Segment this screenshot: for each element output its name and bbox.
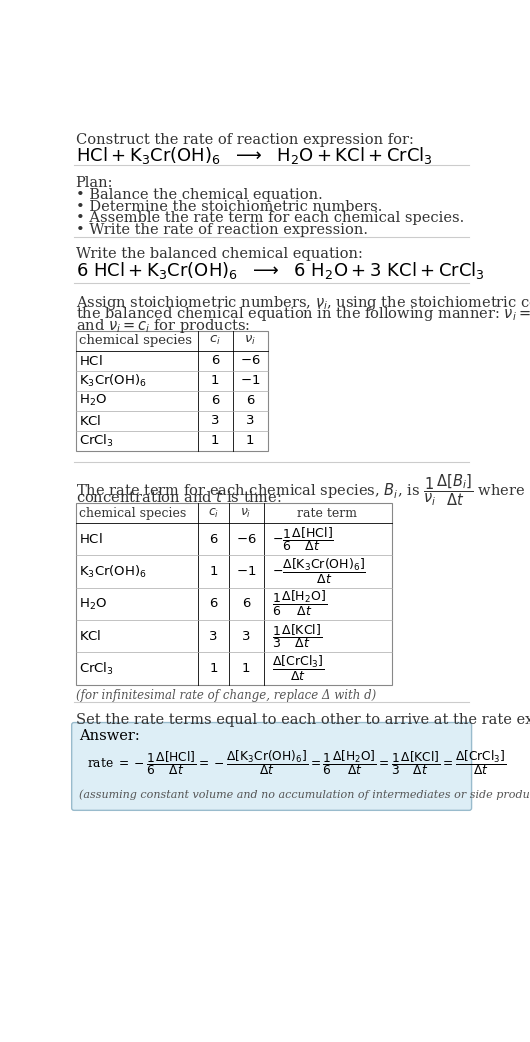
Text: Answer:: Answer: [80, 729, 140, 744]
Text: 1: 1 [209, 565, 218, 578]
Text: 3: 3 [242, 629, 250, 643]
Text: $\mathrm{6\ HCl + K_3Cr(OH)_6\ \ \longrightarrow\ \ 6\ H_2O + 3\ KCl + CrCl_3}$: $\mathrm{6\ HCl + K_3Cr(OH)_6\ \ \longri… [76, 259, 484, 280]
Text: The rate term for each chemical species, $B_i$, is $\dfrac{1}{\nu_i}\dfrac{\Delt: The rate term for each chemical species,… [76, 472, 530, 507]
Text: $\nu_i$: $\nu_i$ [244, 333, 256, 347]
Text: $\mathrm{H_2O}$: $\mathrm{H_2O}$ [80, 596, 108, 612]
Text: $\mathrm{CrCl_3}$: $\mathrm{CrCl_3}$ [80, 432, 114, 449]
Text: $-1$: $-1$ [236, 565, 256, 578]
Text: $-\dfrac{1}{6}\dfrac{\Delta[\mathrm{HCl}]}{\Delta t}$: $-\dfrac{1}{6}\dfrac{\Delta[\mathrm{HCl}… [271, 525, 333, 553]
Text: • Balance the chemical equation.: • Balance the chemical equation. [76, 189, 322, 202]
Text: $-6$: $-6$ [236, 532, 257, 546]
Text: Plan:: Plan: [76, 176, 113, 190]
Text: Assign stoichiometric numbers, $\nu_i$, using the stoichiometric coefficients, $: Assign stoichiometric numbers, $\nu_i$, … [76, 294, 530, 312]
Text: $-\dfrac{\Delta[\mathrm{K_3Cr(OH)_6}]}{\Delta t}$: $-\dfrac{\Delta[\mathrm{K_3Cr(OH)_6}]}{\… [271, 557, 366, 587]
FancyBboxPatch shape [72, 722, 472, 811]
Text: 3: 3 [211, 415, 219, 427]
Text: concentration and $t$ is time:: concentration and $t$ is time: [76, 490, 281, 505]
Text: $-6$: $-6$ [240, 354, 260, 367]
Text: $\mathrm{K_3Cr(OH)_6}$: $\mathrm{K_3Cr(OH)_6}$ [80, 564, 147, 579]
Text: (for infinitesimal rate of change, replace Δ with d): (for infinitesimal rate of change, repla… [76, 690, 376, 702]
Text: $\nu_i$: $\nu_i$ [241, 507, 252, 520]
Text: $c_i$: $c_i$ [208, 507, 219, 520]
Text: 3: 3 [246, 415, 254, 427]
Text: • Write the rate of reaction expression.: • Write the rate of reaction expression. [76, 223, 367, 237]
Text: $\mathrm{K_3Cr(OH)_6}$: $\mathrm{K_3Cr(OH)_6}$ [80, 373, 147, 389]
Bar [76, 330, 268, 451]
Text: $\dfrac{1}{6}\dfrac{\Delta[\mathrm{H_2O}]}{\Delta t}$: $\dfrac{1}{6}\dfrac{\Delta[\mathrm{H_2O}… [271, 590, 326, 619]
Text: Write the balanced chemical equation:: Write the balanced chemical equation: [76, 247, 363, 262]
Text: $\dfrac{\Delta[\mathrm{CrCl_3}]}{\Delta t}$: $\dfrac{\Delta[\mathrm{CrCl_3}]}{\Delta … [271, 654, 324, 684]
Text: $\mathrm{HCl + K_3Cr(OH)_6\ \ \longrightarrow\ \ H_2O + KCl + CrCl_3}$: $\mathrm{HCl + K_3Cr(OH)_6\ \ \longright… [76, 145, 432, 166]
Text: $\mathrm{H_2O}$: $\mathrm{H_2O}$ [80, 393, 108, 408]
Text: 1: 1 [211, 374, 219, 388]
Text: 1: 1 [242, 662, 250, 675]
Text: $\mathrm{CrCl_3}$: $\mathrm{CrCl_3}$ [80, 661, 114, 676]
Text: 6: 6 [211, 394, 219, 407]
Text: $\mathrm{HCl}$: $\mathrm{HCl}$ [80, 532, 103, 546]
Text: 6: 6 [209, 597, 218, 611]
Text: the balanced chemical equation in the following manner: $\nu_i = -c_i$ for react: the balanced chemical equation in the fo… [76, 305, 530, 323]
Text: 3: 3 [209, 629, 218, 643]
Text: and $\nu_i = c_i$ for products:: and $\nu_i = c_i$ for products: [76, 317, 250, 334]
Text: • Determine the stoichiometric numbers.: • Determine the stoichiometric numbers. [76, 200, 382, 214]
Bar [76, 503, 392, 685]
Text: $\mathrm{HCl}$: $\mathrm{HCl}$ [80, 353, 103, 368]
Text: rate term: rate term [297, 507, 357, 520]
Text: chemical species: chemical species [80, 333, 192, 347]
Text: chemical species: chemical species [80, 507, 187, 520]
Text: $\mathrm{KCl}$: $\mathrm{KCl}$ [80, 629, 102, 643]
Text: Set the rate terms equal to each other to arrive at the rate expression:: Set the rate terms equal to each other t… [76, 713, 530, 726]
Text: 1: 1 [211, 435, 219, 447]
Text: rate $= -\dfrac{1}{6}\dfrac{\Delta[\mathrm{HCl}]}{\Delta t} = -\dfrac{\Delta[\ma: rate $= -\dfrac{1}{6}\dfrac{\Delta[\math… [87, 748, 507, 777]
Text: 6: 6 [209, 532, 218, 546]
Text: 6: 6 [211, 354, 219, 367]
Text: 1: 1 [209, 662, 218, 675]
Text: $\dfrac{1}{3}\dfrac{\Delta[\mathrm{KCl}]}{\Delta t}$: $\dfrac{1}{3}\dfrac{\Delta[\mathrm{KCl}]… [271, 622, 322, 650]
Text: $c_i$: $c_i$ [209, 333, 221, 347]
Text: Construct the rate of reaction expression for:: Construct the rate of reaction expressio… [76, 132, 413, 147]
Text: $\mathrm{KCl}$: $\mathrm{KCl}$ [80, 414, 102, 427]
Text: 6: 6 [246, 394, 254, 407]
Text: 6: 6 [242, 597, 250, 611]
Text: 1: 1 [246, 435, 254, 447]
Text: • Assemble the rate term for each chemical species.: • Assemble the rate term for each chemic… [76, 212, 464, 225]
Text: (assuming constant volume and no accumulation of intermediates or side products): (assuming constant volume and no accumul… [80, 790, 530, 800]
Text: $-1$: $-1$ [240, 374, 260, 388]
